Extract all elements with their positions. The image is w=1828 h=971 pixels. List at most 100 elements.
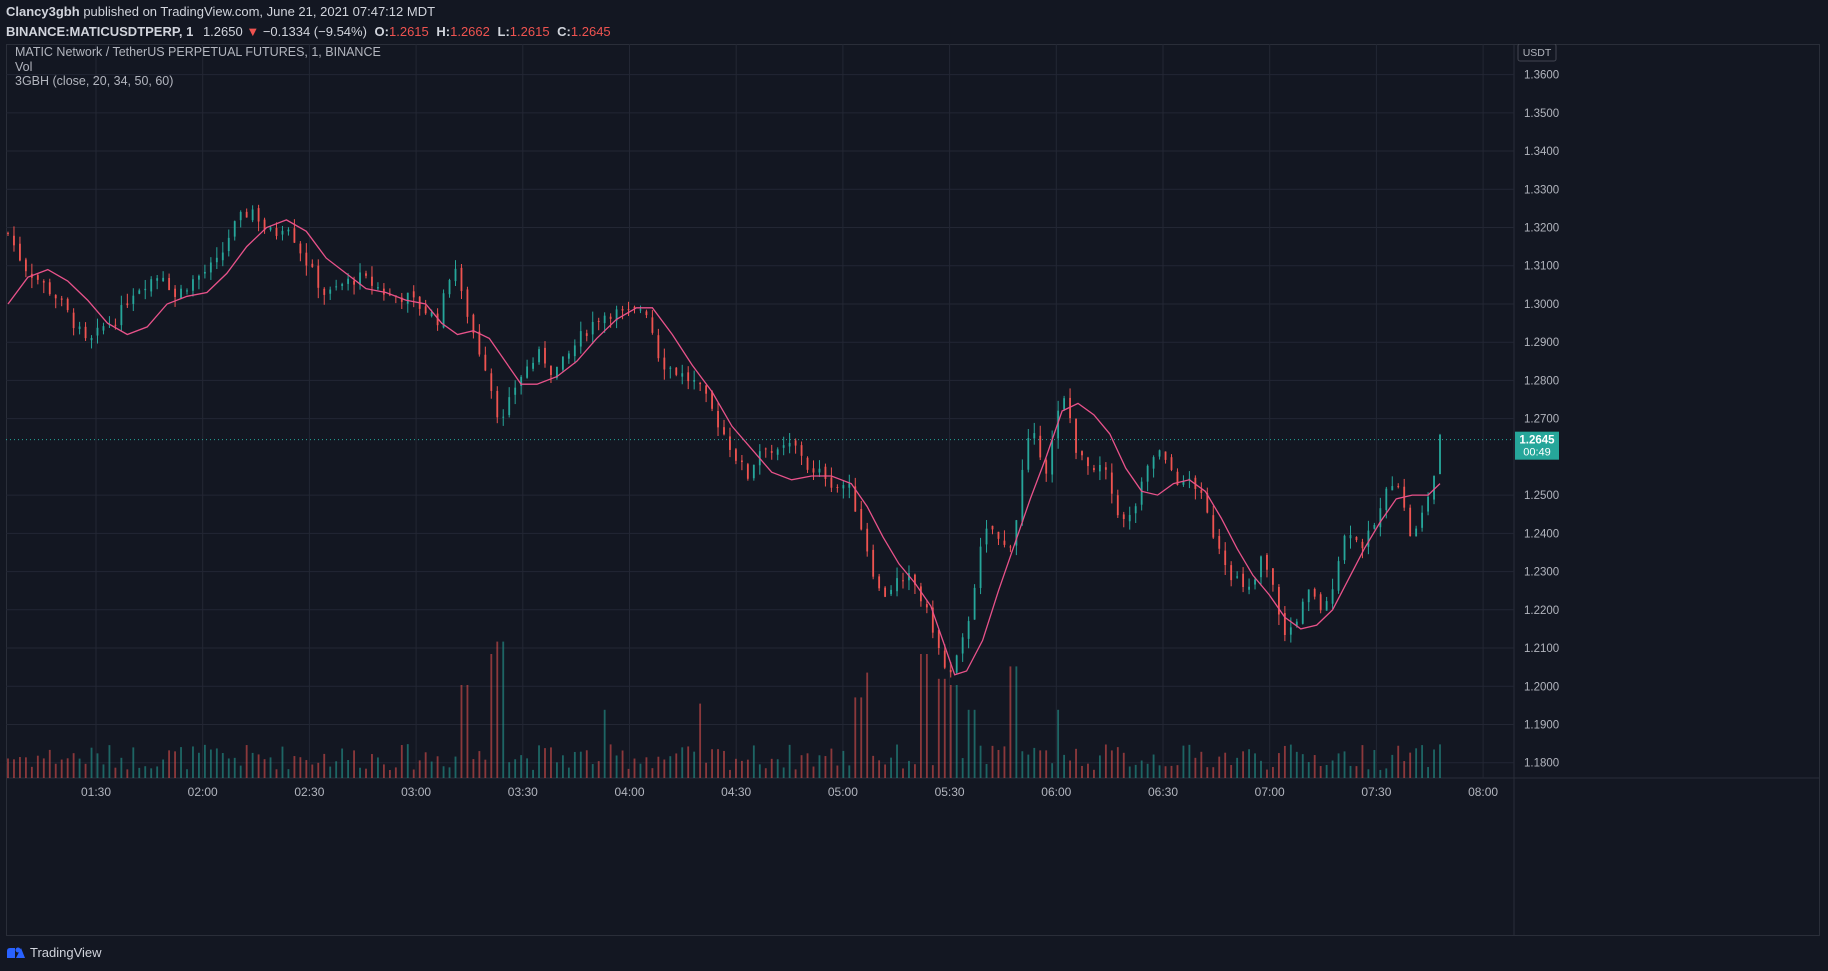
volume-bar: [1146, 763, 1149, 778]
volume-bar: [812, 766, 815, 778]
candle-body: [788, 442, 791, 447]
volume-bar: [132, 747, 135, 778]
volume-bar: [1033, 747, 1036, 778]
candle-body: [567, 353, 570, 359]
candle-body: [985, 528, 988, 545]
volume-bar: [890, 757, 892, 778]
last-price-label: 1.2645: [1519, 435, 1555, 447]
volume-bar: [657, 756, 660, 778]
volume-bar: [735, 758, 737, 778]
candle-body: [1110, 472, 1113, 494]
candle-body: [299, 243, 302, 254]
candle-body: [1003, 540, 1006, 545]
candle-body: [1164, 451, 1167, 460]
volume-bar: [317, 762, 320, 778]
volume-bar: [663, 759, 666, 778]
volume-bar: [1182, 745, 1185, 778]
candle-body: [770, 451, 773, 453]
candle-body: [460, 267, 463, 292]
volume-bar: [836, 765, 839, 778]
volume-bar: [1051, 763, 1054, 778]
volume-bar: [394, 767, 397, 778]
volume-bar: [711, 749, 713, 778]
time-tick-label: 05:30: [935, 785, 965, 799]
volume-bar: [615, 755, 618, 778]
time-tick-label: 01:30: [81, 785, 111, 799]
indicator-legend[interactable]: 3GBH (close, 20, 34, 50, 60): [15, 74, 174, 88]
price-tick-label: 1.3200: [1524, 223, 1559, 235]
candle-body: [866, 528, 869, 552]
high-label: H:: [436, 24, 451, 39]
volume-bar: [275, 769, 278, 778]
candle-body: [639, 309, 642, 311]
volume-bar: [496, 641, 499, 778]
volume-bar: [1260, 760, 1262, 778]
candle-body: [776, 449, 779, 455]
volume-bar: [1140, 760, 1143, 778]
candle-body: [132, 295, 135, 304]
volume-bar: [1176, 765, 1179, 778]
volume-bar: [1331, 760, 1334, 778]
volume-bar: [740, 760, 743, 778]
footer-brand[interactable]: TradingView: [6, 942, 102, 962]
candle-body: [1367, 530, 1370, 547]
candle-body: [72, 312, 75, 329]
volume-bar: [54, 763, 57, 778]
candle-body: [1051, 439, 1054, 475]
volume-bar: [281, 746, 284, 778]
candle-body: [1343, 535, 1346, 561]
volume-bar: [478, 751, 481, 778]
volume-bar: [257, 754, 260, 778]
candle-body: [60, 298, 63, 300]
publish-line: Clancy3gbh published on TradingView.com,…: [6, 4, 1828, 19]
volume-bar: [561, 755, 564, 778]
candle-body: [937, 630, 940, 649]
volume-bar: [1200, 751, 1203, 778]
candle-body: [1325, 601, 1328, 611]
price-chart[interactable]: 1.3600 1.3500 1.3400 1.3300 1.3200 1.3100 1.30…: [6, 44, 1820, 936]
candle-body: [645, 311, 648, 316]
candle-body: [681, 373, 684, 377]
volume-bar: [1104, 744, 1107, 778]
candle-body: [1439, 434, 1441, 475]
candle-body: [1301, 601, 1304, 624]
volume-bar: [442, 766, 445, 778]
currency-box: [1517, 44, 1557, 62]
candle-body: [520, 376, 523, 387]
price-tick-label: 1.3600: [1524, 70, 1559, 82]
volume-bar: [454, 756, 457, 778]
candle-body: [1098, 464, 1101, 472]
volume-bar: [1063, 754, 1066, 778]
volume-bar: [209, 749, 212, 778]
published-info: published on TradingView.com, June 21, 2…: [83, 4, 436, 19]
volume-legend[interactable]: Vol: [15, 60, 33, 74]
candle-body: [914, 574, 916, 585]
candle-body: [305, 252, 308, 266]
candle-body: [615, 309, 618, 321]
open-value: 1.2615: [389, 24, 429, 39]
volume-bar: [764, 768, 767, 778]
chart-frame[interactable]: [6, 44, 1820, 936]
candle-body: [1104, 467, 1107, 470]
volume-bar: [526, 758, 529, 778]
candle-body: [269, 227, 272, 230]
author-name[interactable]: Clancy3gbh: [6, 4, 80, 19]
volume-bar: [770, 758, 773, 778]
volume-bar: [156, 766, 159, 778]
candle-body: [1093, 468, 1095, 471]
candle-body: [663, 357, 666, 370]
chart-title-legend[interactable]: MATIC Network / TetherUS PERPETUAL FUTUR…: [15, 45, 381, 59]
candle-body: [54, 295, 57, 299]
candle-body: [1307, 589, 1310, 603]
tradingview-logo-icon: [7, 947, 25, 958]
volume-bar: [1218, 756, 1221, 778]
candle-body: [675, 367, 678, 375]
candle-body: [1289, 627, 1292, 635]
price-tick-label: 1.3100: [1524, 261, 1559, 273]
candle-body: [1087, 457, 1089, 467]
candle-body: [669, 367, 672, 369]
candle-body: [1224, 550, 1227, 566]
candle-body: [1313, 588, 1316, 597]
volume-bar: [1045, 750, 1048, 778]
candle-body: [1277, 586, 1280, 615]
